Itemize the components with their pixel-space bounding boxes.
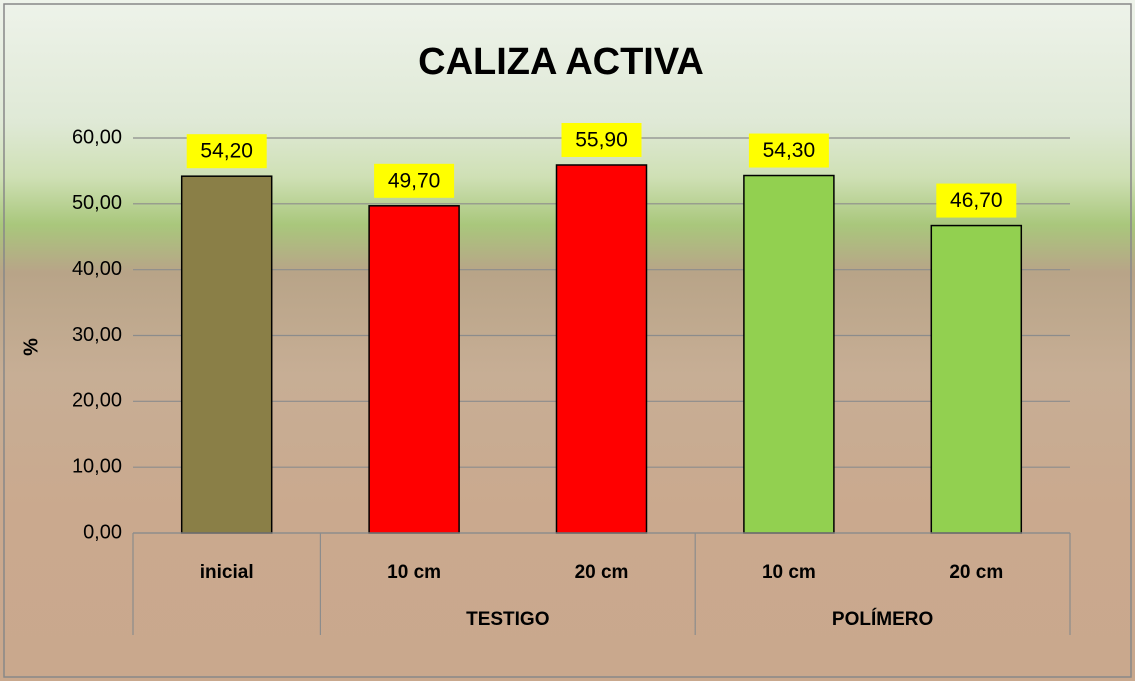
x-tick-label: 20 cm [949, 562, 1003, 583]
background: CALIZA ACTIVA % 0,00 10,00 20,00 30,00 40,00… [0, 0, 1135, 681]
chart: CALIZA ACTIVA % 0,00 10,00 20,00 30,00 40,00… [0, 0, 1135, 681]
y-tick-label: 10,00 [72, 455, 122, 477]
bar [557, 165, 647, 533]
value-label: 46,70 [950, 189, 1003, 212]
y-tick-label: 40,00 [72, 258, 122, 280]
y-tick-label: 50,00 [72, 192, 122, 214]
group-label: POLÍMERO [832, 608, 933, 630]
y-tick-label: 60,00 [72, 126, 122, 148]
y-tick-label: 20,00 [72, 390, 122, 412]
value-label: 54,30 [763, 139, 816, 162]
bar [931, 226, 1021, 533]
value-label: 55,90 [575, 129, 628, 152]
value-label: 54,20 [200, 140, 253, 163]
x-tick-label: 10 cm [387, 562, 441, 583]
y-tick-label: 30,00 [72, 324, 122, 346]
bar [369, 206, 459, 533]
y-tick-label: 0,00 [83, 521, 122, 543]
y-axis-label: % [20, 338, 42, 356]
x-tick-label: inicial [200, 562, 254, 583]
chart-title: CALIZA ACTIVA [418, 41, 704, 83]
x-tick-label: 10 cm [762, 562, 816, 583]
x-tick-label: 20 cm [575, 562, 629, 583]
value-label: 49,70 [388, 169, 441, 192]
bar [182, 176, 272, 533]
bar [744, 176, 834, 533]
group-label: TESTIGO [466, 609, 549, 630]
